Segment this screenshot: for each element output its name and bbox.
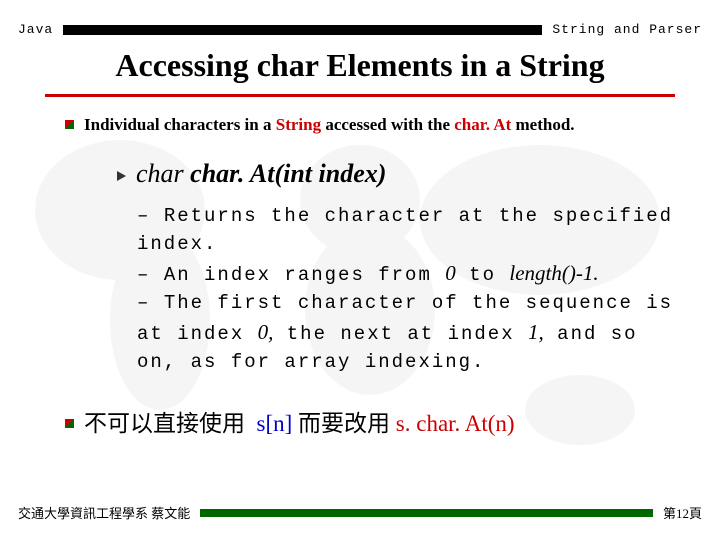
bullet-text: Individual characters in a String access… xyxy=(84,115,575,135)
header-left-label: Java xyxy=(18,22,53,37)
footer-right-label: 第12頁 xyxy=(663,503,702,522)
note-red-code: s. char. At(n) xyxy=(396,411,515,436)
footer-row: 交通大學資訊工程學系 蔡文能 第12頁 xyxy=(18,503,702,522)
main-bullet: Individual characters in a String access… xyxy=(65,115,675,135)
note-text: 不可以直接使用 s[n] 而要改用 s. char. At(n) xyxy=(84,404,515,438)
note-row: 不可以直接使用 s[n] 而要改用 s. char. At(n) xyxy=(65,404,675,438)
footer-left-label: 交通大學資訊工程學系 蔡文能 xyxy=(18,503,190,522)
description-block: – Returns the character at the specified… xyxy=(137,203,675,376)
footer-bar xyxy=(200,509,653,517)
note-blue-code: s[n] xyxy=(257,411,293,436)
method-signature: char char. At(int index) xyxy=(117,159,675,189)
bullet-icon xyxy=(65,419,74,428)
arrow-icon xyxy=(117,171,126,181)
header-row: Java String and Parser xyxy=(0,0,720,37)
header-right-label: String and Parser xyxy=(552,22,702,37)
keyword-string: String xyxy=(276,115,321,134)
desc-line-2: – An index ranges from 0 to length()-1. xyxy=(137,258,675,290)
page-title: Accessing char Elements in a String xyxy=(0,47,720,84)
desc-line-3: – The first character of the sequence is… xyxy=(137,290,675,377)
keyword-charat: char. At xyxy=(454,115,511,134)
bullet-icon xyxy=(65,120,74,129)
header-bar xyxy=(63,25,542,35)
desc-line-1: – Returns the character at the specified… xyxy=(137,203,675,258)
